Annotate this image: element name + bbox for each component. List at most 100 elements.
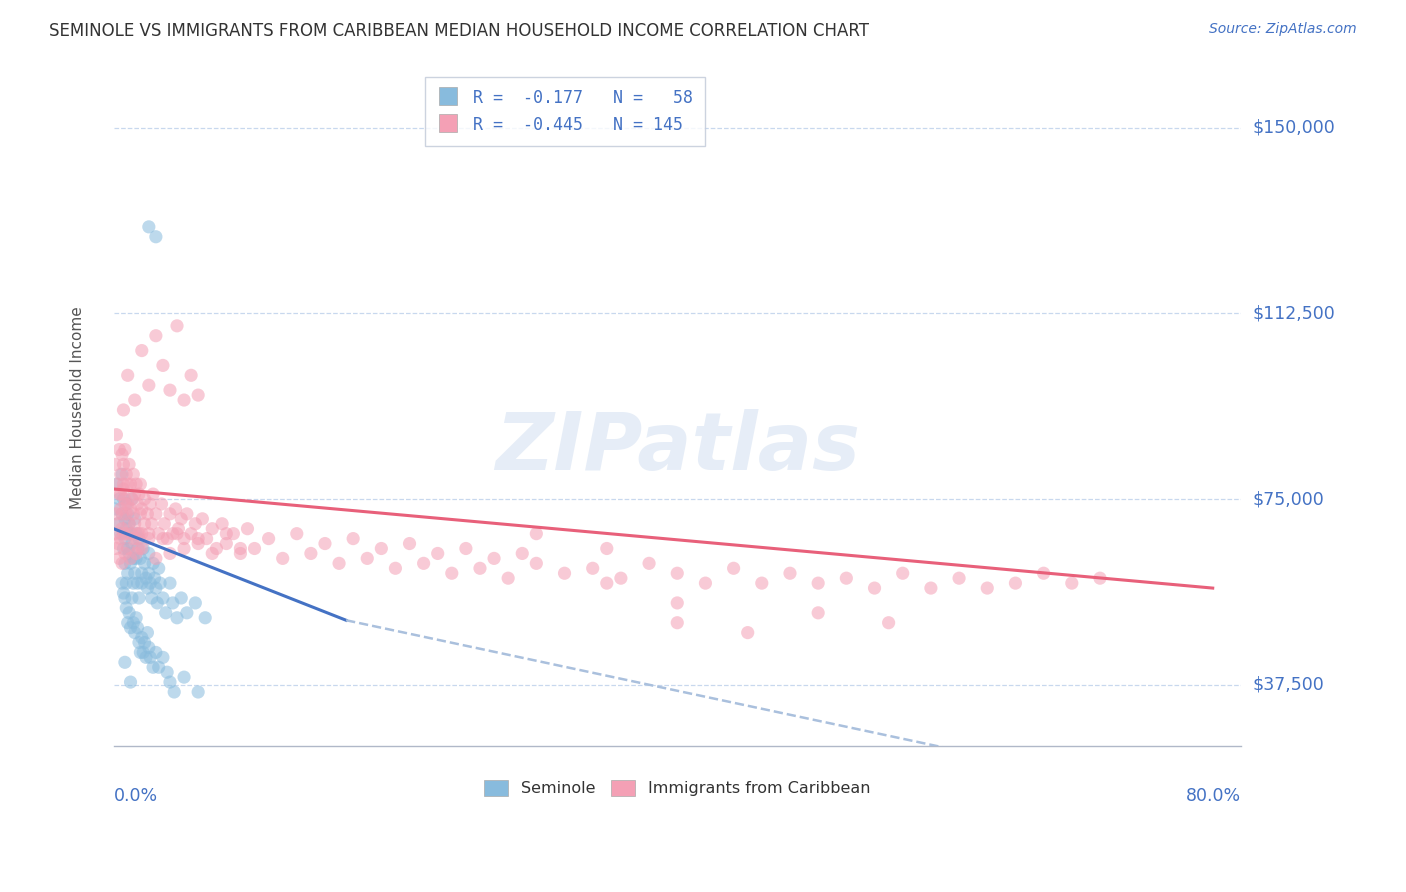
Text: ZIPatlas: ZIPatlas [495,409,859,487]
Point [779,566,801,581]
Point [610,571,633,585]
Point [112,482,135,496]
Point [110,532,132,546]
Point [173,532,195,546]
Point [138,640,160,655]
Text: Source: ZipAtlas.com: Source: ZipAtlas.com [1209,22,1357,37]
Point [107,516,129,531]
Point [128,487,150,501]
Point [737,625,759,640]
Point [1004,576,1026,591]
Legend: R =  -0.177   N =   58, R =  -0.445   N = 145: R = -0.177 N = 58, R = -0.445 N = 145 [425,77,704,146]
Point [120,502,142,516]
Point [114,491,136,506]
Point [129,645,152,659]
Point [201,522,224,536]
Point [124,392,146,407]
Point [120,526,142,541]
Point [127,541,149,556]
Point [138,378,160,392]
Point [201,546,224,560]
Point [863,581,886,595]
Point [139,576,162,591]
Point [139,497,162,511]
Point [271,551,294,566]
Point [155,606,177,620]
Point [138,546,160,560]
Point [136,581,159,595]
Point [596,541,619,556]
Point [596,576,619,591]
Point [152,650,174,665]
Point [124,566,146,581]
Point [114,655,136,669]
Point [117,615,139,630]
Point [141,591,163,605]
Point [104,526,127,541]
Point [129,551,152,566]
Point [118,606,141,620]
Point [120,621,142,635]
Point [128,541,150,556]
Point [510,546,533,560]
Point [807,576,830,591]
Point [114,512,136,526]
Point [835,571,858,585]
Point [159,383,181,397]
Point [166,318,188,333]
Point [257,532,280,546]
Point [170,591,193,605]
Point [145,507,167,521]
Point [412,557,434,571]
Point [118,546,141,560]
Point [138,219,160,234]
Point [131,566,153,581]
Point [111,448,134,462]
Point [127,576,149,591]
Point [370,541,392,556]
Point [229,546,252,560]
Point [162,596,184,610]
Point [440,566,463,581]
Point [125,551,148,566]
Point [139,650,162,665]
Point [129,507,152,521]
Point [122,576,145,591]
Point [582,561,605,575]
Point [328,557,350,571]
Point [107,516,129,531]
Point [131,631,153,645]
Point [145,581,167,595]
Point [134,516,156,531]
Point [118,516,141,531]
Point [426,546,449,560]
Point [482,551,505,566]
Text: 0.0%: 0.0% [114,787,157,805]
Point [211,516,233,531]
Point [152,359,174,373]
Point [128,526,150,541]
Point [236,522,259,536]
Point [162,526,184,541]
Point [167,522,190,536]
Text: SEMINOLE VS IMMIGRANTS FROM CARIBBEAN MEDIAN HOUSEHOLD INCOME CORRELATION CHART: SEMINOLE VS IMMIGRANTS FROM CARIBBEAN ME… [49,22,869,40]
Point [125,611,148,625]
Point [114,557,136,571]
Point [105,541,128,556]
Point [166,611,188,625]
Point [384,561,406,575]
Point [138,532,160,546]
Point [115,600,138,615]
Point [114,546,136,560]
Point [117,497,139,511]
Point [145,229,167,244]
Point [723,561,745,575]
Point [104,458,127,472]
Point [751,576,773,591]
Point [122,507,145,521]
Point [136,507,159,521]
Point [142,660,165,674]
Point [134,557,156,571]
Point [141,516,163,531]
Point [127,497,149,511]
